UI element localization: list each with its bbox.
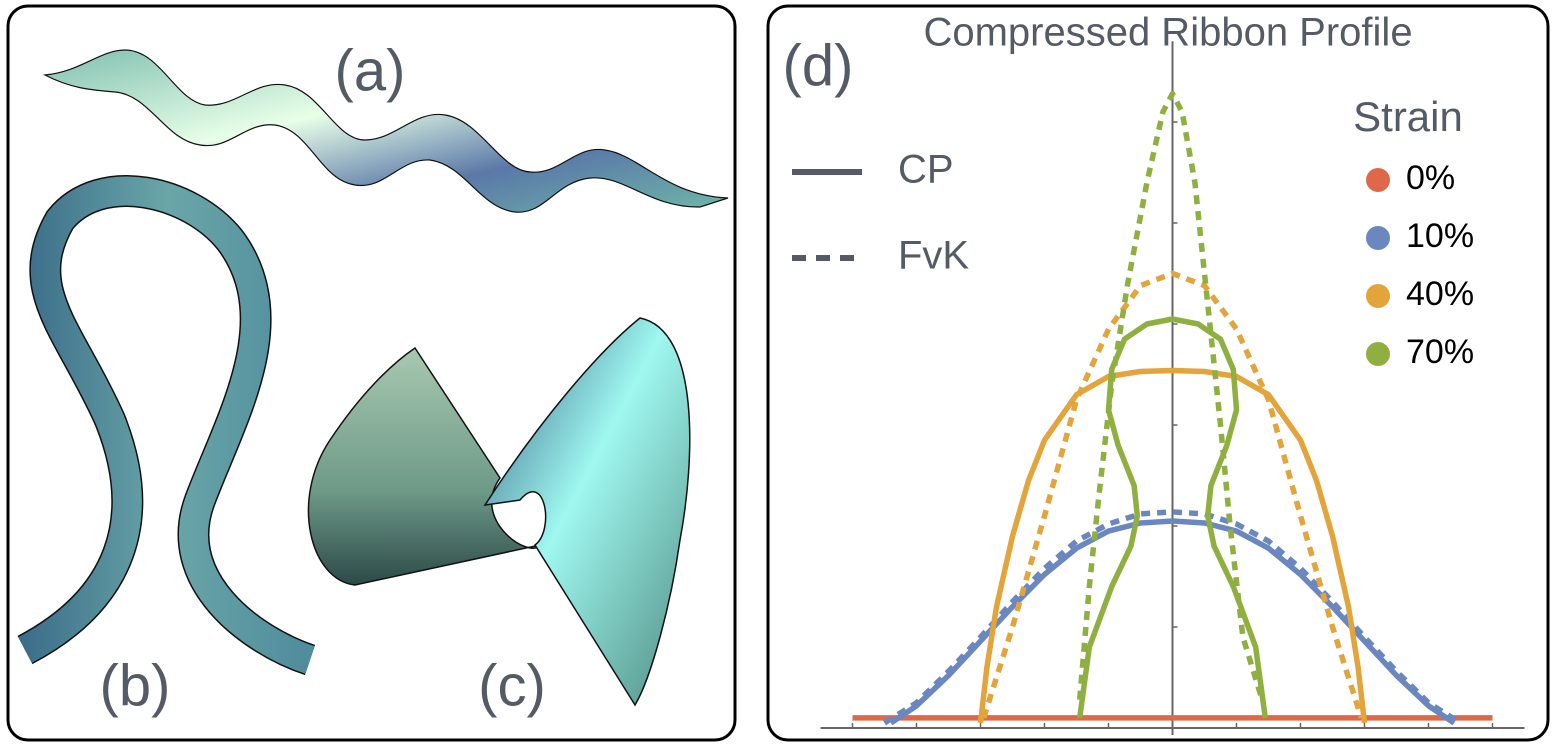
legend-title: Strain — [1353, 93, 1463, 140]
chart-title: Compressed Ribbon Profile — [923, 11, 1412, 55]
panel-frame — [766, 4, 1550, 742]
cone-rendering — [483, 317, 691, 707]
legend-label: 10% — [1406, 217, 1474, 255]
legend-label: 0% — [1406, 159, 1455, 197]
panel-label: (a) — [335, 38, 406, 103]
legend-label: 40% — [1406, 275, 1474, 313]
panel-frame — [6, 4, 737, 742]
legend-swatch — [1366, 226, 1390, 250]
legend-swatch — [1366, 284, 1390, 308]
curve — [981, 270, 1364, 719]
panel-label: (c) — [478, 653, 546, 718]
legend-label: 70% — [1406, 333, 1474, 371]
curve — [883, 509, 1462, 726]
ribbon-rendering — [42, 49, 729, 213]
style-legend-label: FvK — [898, 234, 969, 278]
panel-label: (d) — [783, 33, 854, 98]
legend-swatch — [1366, 342, 1390, 366]
curve — [1076, 90, 1265, 701]
plot: 0% 10% 40% 70% CP FvK — [792, 41, 1525, 735]
style-legend-label: CP — [898, 148, 954, 192]
ribbon-outline — [17, 175, 316, 676]
cone-rendering — [307, 346, 542, 586]
legend-swatch — [1366, 168, 1390, 192]
curve — [977, 367, 1368, 724]
curve — [1076, 316, 1269, 719]
ribbon-rendering — [18, 176, 315, 674]
panel-label: (b) — [100, 653, 171, 718]
